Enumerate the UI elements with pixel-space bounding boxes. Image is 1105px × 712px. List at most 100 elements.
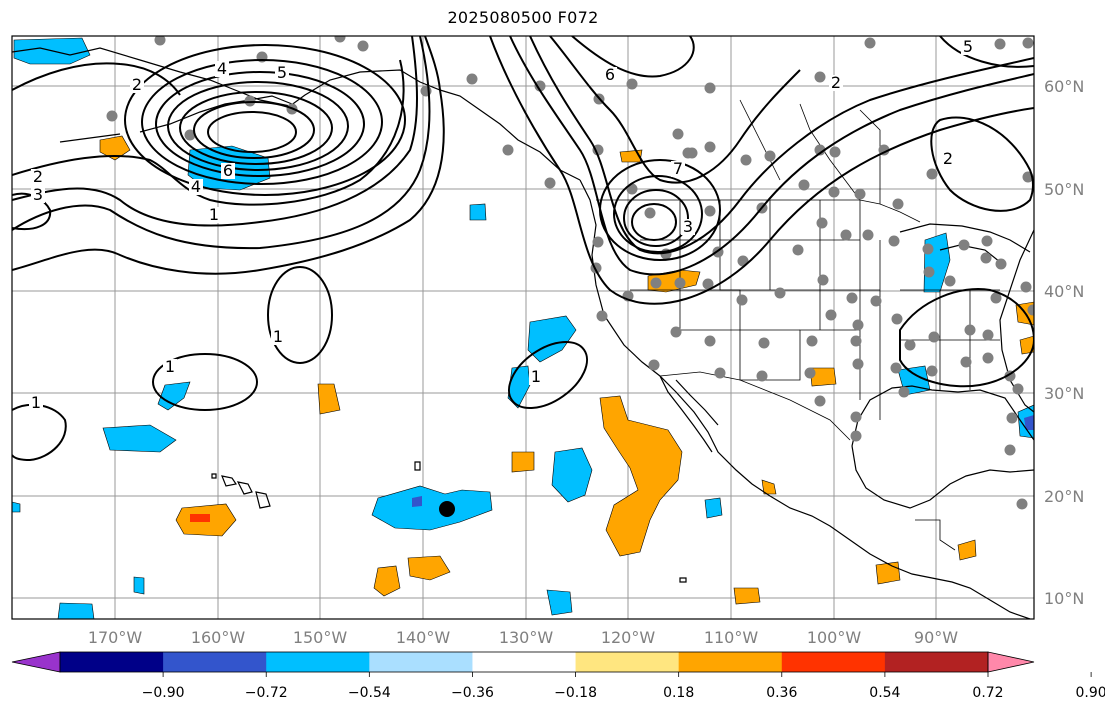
contour-label: 1: [165, 357, 175, 376]
station-dot: [846, 292, 858, 304]
station-dots: [106, 36, 1034, 510]
lon-tick-label: 120°W: [601, 628, 656, 647]
station-dot: [798, 179, 810, 191]
map-title: 2025080500 F072: [447, 8, 599, 27]
station-dot: [466, 73, 478, 85]
station-dot: [862, 229, 874, 241]
station-dot: [670, 326, 682, 338]
station-dot: [704, 141, 716, 153]
station-dot: [958, 239, 970, 251]
contour-label-bg: [681, 219, 695, 235]
colorbar-segment: [472, 652, 577, 672]
contour-label-bg: [207, 207, 221, 223]
station-dot: [814, 144, 826, 156]
station-dot: [736, 294, 748, 306]
contour-label: 6: [223, 161, 233, 180]
map-frame: [11, 35, 1035, 620]
strong-positive-patches: [190, 514, 210, 522]
colorbar-tick-label: −0.18: [554, 685, 597, 701]
contour-label: 1: [31, 393, 41, 412]
map-area: [12, 36, 1034, 619]
contour-label: 5: [277, 63, 287, 82]
station-dot: [1012, 383, 1024, 395]
contour-label-bg: [31, 169, 45, 185]
station-dot: [926, 365, 938, 377]
station-dot: [1006, 412, 1018, 424]
contour-label: 4: [191, 177, 201, 196]
colorbar-tick-label: 0.36: [766, 685, 797, 701]
lat-tick-label: 20°N: [1044, 487, 1084, 506]
station-dot: [982, 329, 994, 341]
station-dot: [1016, 498, 1028, 510]
station-dot: [674, 277, 686, 289]
station-dot: [756, 370, 768, 382]
station-dot: [994, 38, 1006, 50]
station-dot: [334, 36, 346, 43]
station-dot: [244, 95, 256, 107]
contour-label: 2: [132, 75, 142, 94]
contour-lines: [12, 36, 1034, 462]
station-dot: [814, 395, 826, 407]
contour-label: 6: [605, 65, 615, 84]
coastlines: [12, 47, 1034, 619]
colorbar-extend-min: [11, 651, 61, 673]
contour-label: 7: [673, 159, 683, 178]
colorbar-segment: [266, 652, 370, 672]
longitude-tick-labels: 170°W 160°W 150°W 140°W 130°W 120°W 110°W 100°W…: [88, 628, 958, 647]
colorbar-segment: [369, 652, 473, 672]
lon-tick-label: 170°W: [88, 628, 143, 647]
station-dot: [644, 207, 656, 219]
colorbar-tick-label: 0.90: [1076, 685, 1105, 701]
station-dot: [806, 335, 818, 347]
station-dot: [592, 236, 604, 248]
lat-tick-label: 60°N: [1044, 77, 1084, 96]
colorbar-tick-label: 0.54: [869, 685, 900, 701]
lat-tick-label: 10°N: [1044, 589, 1084, 608]
station-dot: [890, 362, 902, 374]
contour-label-bg: [961, 39, 975, 55]
lon-tick-label: 110°W: [704, 628, 759, 647]
colorbar-tick-label: −0.36: [451, 685, 494, 701]
station-dot: [702, 278, 714, 290]
station-dot: [704, 335, 716, 347]
colorbar: [11, 651, 1035, 673]
station-dot: [828, 186, 840, 198]
lon-tick-label: 140°W: [396, 628, 451, 647]
contour-label: 3: [683, 217, 693, 236]
colorbar-frame: [59, 651, 989, 673]
positive-anomaly-patches: [99, 135, 1034, 605]
station-dot: [1004, 444, 1016, 456]
station-dot: [840, 229, 852, 241]
contour-label: 1: [209, 205, 219, 224]
station-dot: [964, 324, 976, 336]
station-dot: [686, 147, 698, 159]
lat-tick-label: 30°N: [1044, 384, 1084, 403]
contour-label: 4: [217, 59, 227, 78]
contour-label-bg: [671, 161, 685, 177]
station-dot: [891, 313, 903, 325]
station-dot: [825, 309, 837, 321]
station-dot: [357, 40, 369, 52]
colorbar-labels: −0.90 −0.72 −0.54 −0.36 −0.18 0.18 0.36 0.54 0.7…: [142, 672, 1105, 701]
station-dot: [854, 188, 866, 200]
contour-label-bg: [130, 77, 144, 93]
station-dot: [1022, 37, 1034, 49]
colorbar-segment: [163, 652, 267, 672]
colorbar-tick-label: −0.90: [142, 685, 185, 701]
strong-negative-patches: [412, 415, 1034, 507]
station-dot: [502, 144, 514, 156]
colorbar-tick-label: 0.72: [972, 685, 1003, 701]
contour-label-bg: [189, 179, 203, 195]
station-dot: [850, 430, 862, 442]
station-dot: [704, 82, 716, 94]
lat-tick-label: 40°N: [1044, 282, 1084, 301]
station-dot: [758, 337, 770, 349]
station-dot: [982, 352, 994, 364]
colorbar-tick-label: −0.72: [245, 685, 288, 701]
station-dot: [626, 78, 638, 90]
station-dot: [904, 339, 916, 351]
lon-tick-label: 130°W: [499, 628, 554, 647]
colorbar-segment: [884, 652, 989, 672]
station-dot: [922, 243, 934, 255]
